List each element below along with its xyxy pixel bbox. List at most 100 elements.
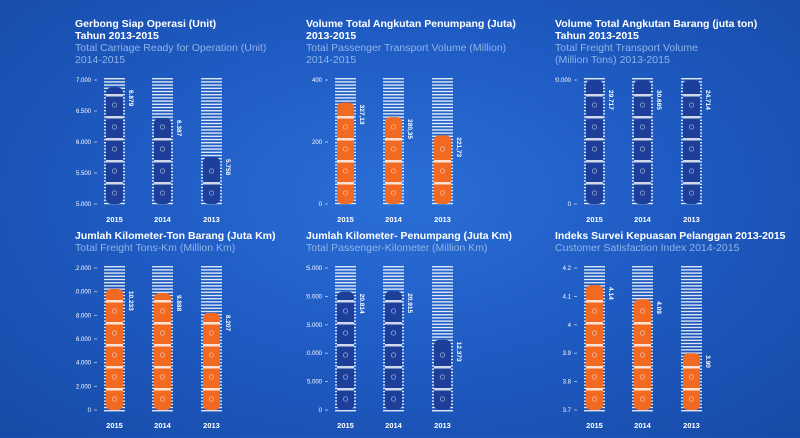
y-tick-label: 0 (319, 408, 323, 414)
panel-title: Gerbong Siap Operasi (Unit) Tahun 2013-2… (75, 18, 325, 66)
y-tick-label: 4.000 (76, 361, 92, 367)
y-tick-label: 3.9 (563, 351, 572, 357)
x-category-label: 2015 (586, 215, 603, 224)
y-tick-label: 0 (88, 408, 92, 414)
panel-title: Volume Total Angkutan Penumpang (Juta) 2… (306, 18, 556, 66)
y-tick-label: 6.000 (76, 337, 92, 343)
y-tick-label: 0 (319, 202, 323, 208)
y-tick-label: 20.000 (555, 78, 572, 84)
y-tick-label: 8.000 (76, 313, 92, 319)
bar-value-label: 280,35 (406, 119, 413, 139)
title-line-4: 2014-2015 (306, 54, 357, 66)
y-tick-label: 400 (312, 78, 323, 84)
bar-value-label: 20.814 (358, 294, 365, 314)
chart-satisfaction: 3.7 3.8 3.9 4 4.1 4.2 4.14 2015 4.09 2014 3.90 2013 (563, 266, 711, 430)
panel-freight-tons-km: Jumlah Kilometer-Ton Barang (Juta Km) To… (75, 230, 325, 435)
x-category-label: 2014 (154, 421, 172, 430)
chart-carriage: 5.000 5.500 6.000 6.500 7.000 6.879 2015 6.387 2… (76, 78, 231, 224)
chart-freight-volume: 0 20.000 29.717 2015 30.685 2014 24.714 2013 (555, 78, 711, 224)
title-line-1: Volume Total Angkutan Barang (juta ton) (555, 18, 758, 30)
y-tick-label: 4 (568, 323, 572, 329)
panel-title: Indeks Survei Kepuasan Pelanggan 2013-20… (555, 230, 800, 254)
bar-value-label: 29.717 (607, 90, 614, 110)
y-tick-label: 25.000 (306, 266, 323, 272)
title-line-2: Customer Satisfaction Index 2014-2015 (555, 242, 740, 254)
bar-segments (634, 308, 651, 402)
chart-passenger-volume: 0 200 400 327,13 2015 280,35 2014 221,73 2013 (312, 78, 462, 224)
bar-segments (634, 94, 651, 196)
bar-value-label: 9.888 (175, 295, 182, 312)
bar-segments (203, 322, 220, 402)
bar-segments (337, 116, 354, 196)
bar (337, 291, 354, 410)
x-category-label: 2014 (154, 215, 172, 224)
bar-value-label: 30.685 (655, 90, 662, 110)
title-line-2: Total Passenger-Kilometer (Million Km) (306, 242, 488, 254)
title-line-3: Total Carriage Ready for Operation (Unit… (75, 42, 267, 54)
bar (434, 135, 451, 204)
x-category-label: 2015 (337, 215, 354, 224)
bar-segments (106, 94, 123, 196)
bar (154, 292, 171, 410)
x-category-label: 2014 (634, 421, 652, 430)
bar-value-label: 4.14 (607, 287, 614, 300)
bar-segments (586, 94, 603, 196)
bar (203, 312, 220, 410)
panel-title: Jumlah Kilometer-Ton Barang (Juta Km) To… (75, 230, 325, 254)
bar (586, 80, 603, 204)
y-tick-label: 7.000 (76, 78, 92, 84)
title-line-4: (Million Tons) 2013-2015 (555, 54, 670, 66)
bar (106, 288, 123, 410)
x-category-label: 2013 (434, 215, 451, 224)
bar-value-label: 5.758 (224, 159, 231, 176)
bar (634, 80, 651, 204)
y-tick-label: 10.000 (75, 290, 92, 296)
panel-passenger-volume: Volume Total Angkutan Penumpang (Juta) 2… (306, 18, 556, 224)
panel-satisfaction: Indeks Survei Kepuasan Pelanggan 2013-20… (555, 230, 800, 435)
y-tick-label: 4.1 (563, 294, 572, 300)
x-category-label: 2015 (586, 421, 603, 430)
panel-freight-volume: Volume Total Angkutan Barang (juta ton) … (555, 18, 800, 224)
bar (203, 157, 220, 204)
y-tick-label: 200 (312, 140, 323, 146)
y-tick-label: 20.000 (306, 294, 323, 300)
y-tick-label: 3.8 (563, 380, 572, 386)
panel-carriage: Gerbong Siap Operasi (Unit) Tahun 2013-2… (75, 18, 325, 224)
bar-segments (434, 352, 451, 402)
bar (385, 291, 402, 410)
bar-segments (683, 94, 700, 196)
bar-value-label: 20.915 (406, 293, 413, 313)
x-category-label: 2013 (683, 215, 700, 224)
bar (337, 102, 354, 204)
title-line-1: Volume Total Angkutan Penumpang (Juta) (306, 18, 516, 30)
bar-segments (203, 168, 220, 196)
title-line-2: Tahun 2013-2015 (555, 30, 639, 42)
bar-segments (434, 146, 451, 196)
bar (683, 80, 700, 204)
y-tick-label: 10.000 (306, 351, 323, 357)
bar-value-label: 12.373 (455, 342, 462, 362)
bar-value-label: 221,73 (455, 137, 462, 157)
panel-title: Jumlah Kilometer- Penumpang (Juta Km) To… (306, 230, 556, 254)
bar-segments (586, 300, 603, 402)
bar (586, 285, 603, 410)
x-category-label: 2015 (106, 215, 123, 224)
bar (634, 299, 651, 410)
x-category-label: 2014 (634, 215, 652, 224)
x-category-label: 2013 (203, 215, 220, 224)
bar-value-label: 8.207 (224, 315, 231, 332)
title-line-1: Indeks Survei Kepuasan Pelanggan 2013-20… (555, 230, 786, 242)
y-tick-label: 5.000 (307, 380, 323, 386)
y-tick-label: 15.000 (306, 323, 323, 329)
bar-segments (683, 366, 700, 402)
y-tick-label: 6.000 (76, 140, 92, 146)
y-tick-label: 2.000 (76, 384, 92, 390)
bar-value-label: 4.09 (655, 301, 662, 314)
title-line-2: Tahun 2013-2015 (75, 30, 159, 42)
bar-segments (106, 300, 123, 402)
y-tick-label: 3.7 (563, 408, 572, 414)
chart-freight-tons-km: 0 2.000 4.000 6.000 8.000 10.000 12.000 10.233 2… (75, 266, 231, 430)
x-category-label: 2013 (683, 421, 700, 430)
title-line-2: 2013-2015 (306, 30, 357, 42)
bar-segments (385, 300, 402, 402)
